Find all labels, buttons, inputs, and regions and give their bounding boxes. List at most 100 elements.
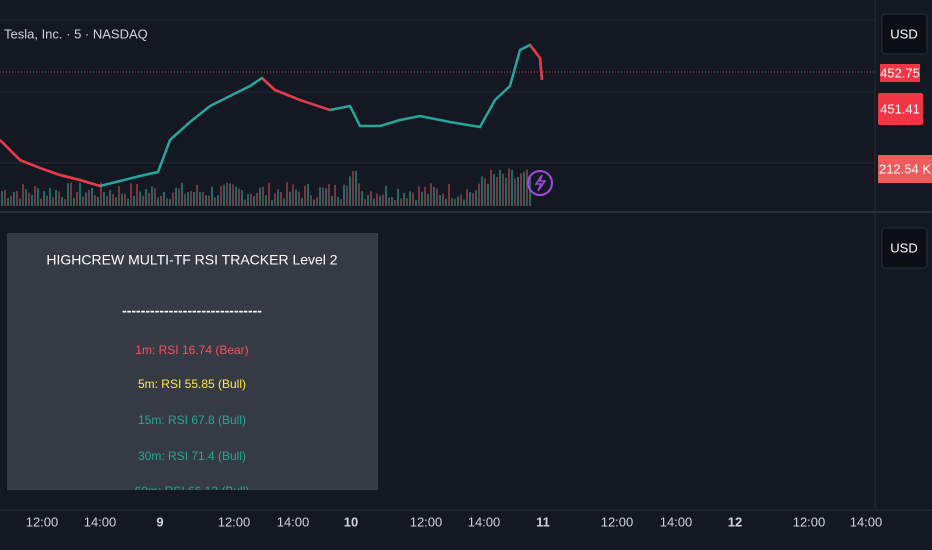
volume-bar [469,192,471,206]
volume-bar [286,182,288,206]
time-label: 14:00 [277,514,310,529]
time-label: 12:00 [218,514,251,529]
volume-bar [127,198,129,206]
volume-bar [439,195,441,206]
volume-bar [139,191,141,206]
volume-bar [226,182,228,206]
volume-bar [502,173,504,206]
volume-bar [298,191,300,206]
table-title: HIGHCREW MULTI-TF RSI TRACKER Level 2 [46,252,337,268]
volume-bar [244,199,246,206]
volume-bar [397,188,399,206]
volume-bar [310,195,312,206]
volume-bar [412,192,414,206]
volume-bar [142,195,144,206]
volume-bar [457,196,459,206]
volume-bar [487,183,489,206]
time-label: 14:00 [468,514,501,529]
volume-bar [343,184,345,206]
volume-bar [151,186,153,206]
rsi-table [7,233,378,490]
volume-bar [247,194,249,206]
volume-bar [76,192,78,206]
volume-bar [340,199,342,206]
volume-bar [388,197,390,206]
price-tag [878,93,923,125]
currency-button[interactable] [881,227,928,269]
volume-bar [322,187,324,206]
volume-bar [133,195,135,206]
volume-bar [526,169,528,206]
volume-bar [172,192,174,206]
volume-bar [52,197,54,206]
symbol-title: Tesla, Inc. · 5 · NASDAQ [4,26,148,41]
volume-bar [436,188,438,206]
volume-bar [106,195,108,206]
time-label: 12:00 [793,514,826,529]
volume-bar [454,198,456,206]
volume-bar [331,195,333,206]
volume-bar [253,196,255,206]
volume-bar [262,186,264,206]
volume-bar [421,191,423,206]
volume-bar [88,190,90,206]
volume-bar [460,194,462,206]
volume-bar [67,183,69,206]
volume-bar [205,195,207,206]
price-tag-label: 451.41 [880,101,920,116]
volume-bar [346,185,348,206]
volume-bar [475,190,477,206]
currency-button[interactable] [881,13,928,55]
volume-bar [1,191,3,206]
time-label: 12:00 [601,514,634,529]
volume-bar [430,183,432,206]
price-line-down [0,139,101,188]
event-bolt [534,174,547,192]
volume-bar [112,194,114,206]
volume-bar [166,198,168,206]
volume-bar [265,195,267,206]
volume-bar [109,190,111,206]
volume-bar [325,188,327,206]
price-tag-label: 452.75 [880,65,920,80]
volume-bar [328,184,330,206]
volume-bar [196,184,198,206]
volume-bar [355,170,357,206]
volume-tag-label: 212.54 K [879,161,931,176]
volume-bar [82,196,84,206]
volume-bar [433,187,435,206]
volume-bar [85,192,87,206]
volume-bar [496,177,498,206]
volume-bar [367,194,369,206]
volume-bar [493,174,495,206]
volume-bar [160,195,162,206]
volume-bar [256,192,258,206]
volume-bar [523,171,525,206]
volume-bar [415,199,417,206]
time-label: 14:00 [84,514,117,529]
volume-bar [514,178,516,206]
time-label: 12:00 [26,514,59,529]
volume-bar [232,184,234,206]
volume-bar [235,186,237,206]
volume-bar [79,182,81,206]
volume-bar [175,187,177,206]
volume-bar [511,170,513,206]
volume-bar [268,182,270,206]
time-label: 9 [156,514,163,529]
volume-bar [274,193,276,206]
volume-bar [178,188,180,206]
event-icon[interactable] [527,170,553,196]
volume-bar [427,193,429,206]
volume-bar [481,176,483,206]
volume-bar [352,171,354,206]
volume-bar [292,184,294,206]
volume-bar [22,184,24,206]
volume-bar [46,195,48,206]
volume-bar [25,189,27,206]
volume-bar [31,194,33,206]
time-label: 14:00 [660,514,693,529]
volume-bar [445,198,447,206]
volume-bar [484,178,486,206]
